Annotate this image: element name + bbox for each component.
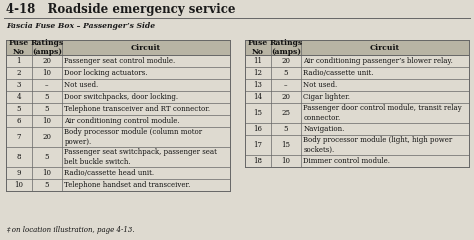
Text: 9: 9: [17, 169, 21, 177]
Bar: [245, 40, 469, 167]
Text: Circuit: Circuit: [131, 43, 161, 52]
Text: 11: 11: [254, 57, 263, 65]
Text: Telephone handset and transceiver.: Telephone handset and transceiver.: [64, 181, 191, 189]
Text: Ratings
(amps): Ratings (amps): [269, 39, 302, 56]
Text: Passenger door control module, transit relay
connector.: Passenger door control module, transit r…: [303, 104, 462, 122]
Text: 10: 10: [42, 117, 51, 125]
Text: Circuit: Circuit: [370, 43, 400, 52]
Text: 5: 5: [283, 125, 288, 133]
Text: 8: 8: [17, 153, 21, 161]
Text: Fuse
No: Fuse No: [9, 39, 29, 56]
Text: 16: 16: [254, 125, 263, 133]
Text: 20: 20: [282, 57, 291, 65]
Text: 10: 10: [14, 181, 23, 189]
Text: –: –: [284, 81, 288, 89]
Text: 5: 5: [17, 105, 21, 113]
Text: 25: 25: [282, 109, 291, 117]
Text: 15: 15: [254, 109, 263, 117]
Text: ‡ on location illustration, page 4-13.: ‡ on location illustration, page 4-13.: [6, 226, 135, 234]
Text: 2: 2: [17, 69, 21, 77]
Text: 10: 10: [42, 169, 51, 177]
Text: Air conditioning passenger’s blower relay.: Air conditioning passenger’s blower rela…: [303, 57, 453, 65]
Text: 20: 20: [282, 93, 291, 101]
Text: 18: 18: [254, 157, 263, 165]
Text: Navigation.: Navigation.: [303, 125, 345, 133]
Text: 7: 7: [17, 133, 21, 141]
Text: Body processor module (column motor
power).: Body processor module (column motor powe…: [64, 128, 202, 146]
Text: 17: 17: [254, 141, 263, 149]
Text: Telephone transceiver and RT connector.: Telephone transceiver and RT connector.: [64, 105, 210, 113]
Text: Ratings
(amps): Ratings (amps): [30, 39, 64, 56]
Text: Dimmer control module.: Dimmer control module.: [303, 157, 391, 165]
Text: Air conditioning control module.: Air conditioning control module.: [64, 117, 180, 125]
Bar: [245, 40, 469, 55]
Text: Door switchpacks, door locking.: Door switchpacks, door locking.: [64, 93, 179, 101]
Text: Not used.: Not used.: [64, 81, 99, 89]
Text: Passenger seat switchpack, passenger seat
belt buckle switch.: Passenger seat switchpack, passenger sea…: [64, 148, 218, 166]
Text: 12: 12: [254, 69, 263, 77]
Text: Radio/cassette head unit.: Radio/cassette head unit.: [64, 169, 155, 177]
Text: Door locking actuators.: Door locking actuators.: [64, 69, 148, 77]
Text: 4-18   Roadside emergency service: 4-18 Roadside emergency service: [6, 3, 236, 16]
Text: 13: 13: [254, 81, 262, 89]
Text: 15: 15: [282, 141, 291, 149]
Bar: [6, 40, 230, 191]
Text: –: –: [45, 81, 49, 89]
Text: 1: 1: [17, 57, 21, 65]
Text: 3: 3: [17, 81, 21, 89]
Text: Cigar lighter.: Cigar lighter.: [303, 93, 350, 101]
Text: Radio/cassette unit.: Radio/cassette unit.: [303, 69, 374, 77]
Text: 5: 5: [283, 69, 288, 77]
Text: 4: 4: [17, 93, 21, 101]
Text: 5: 5: [45, 105, 49, 113]
Text: Not used.: Not used.: [303, 81, 338, 89]
Text: 5: 5: [45, 181, 49, 189]
Text: 5: 5: [45, 93, 49, 101]
Text: Fuse
No: Fuse No: [248, 39, 268, 56]
Text: 10: 10: [42, 69, 51, 77]
Text: 6: 6: [17, 117, 21, 125]
Text: 20: 20: [42, 133, 51, 141]
Text: 5: 5: [45, 153, 49, 161]
Text: 20: 20: [42, 57, 51, 65]
Text: Body processor module (light, high power
sockets).: Body processor module (light, high power…: [303, 136, 453, 154]
Text: 10: 10: [282, 157, 291, 165]
Bar: [6, 40, 230, 55]
Text: 14: 14: [254, 93, 263, 101]
Text: Passenger seat control module.: Passenger seat control module.: [64, 57, 176, 65]
Text: Fascia Fuse Box – Passenger’s Side: Fascia Fuse Box – Passenger’s Side: [6, 22, 155, 30]
